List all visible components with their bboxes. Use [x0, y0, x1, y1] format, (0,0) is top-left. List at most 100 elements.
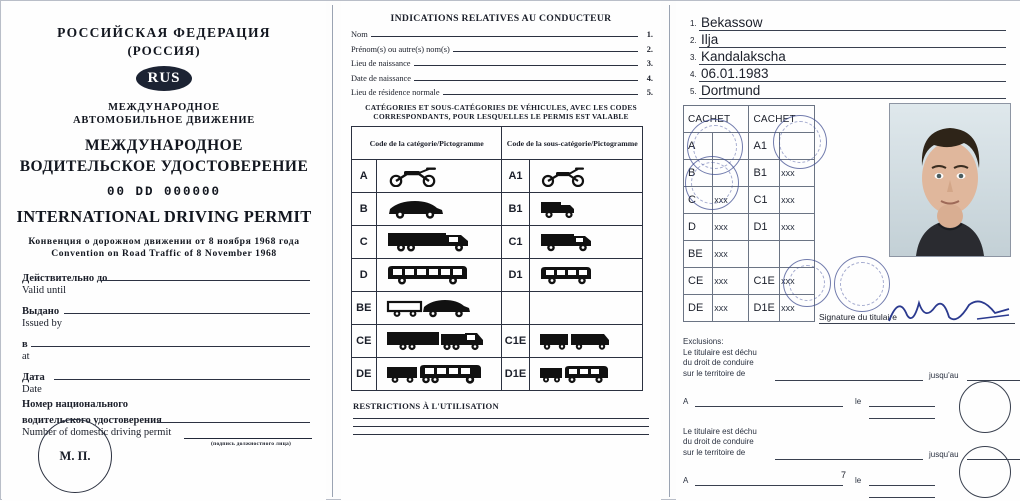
cachet-mark: xxx [712, 240, 750, 268]
subcategory-code: B1 [501, 192, 530, 226]
cachet-code: C [682, 186, 714, 214]
exclusions-b2-line2: du droit de conduire [683, 437, 754, 446]
restriction-line[interactable] [353, 434, 649, 435]
holder-rule [699, 47, 1006, 48]
holder-row-firstname[interactable]: 2. Ilja [690, 32, 1006, 49]
cachet-code: B [682, 159, 714, 187]
exclusion-date-line-3[interactable] [869, 484, 935, 486]
category-code: B [351, 192, 377, 226]
cachet-submark: xxx [779, 213, 815, 241]
truck-icon [375, 225, 503, 259]
restriction-line[interactable] [353, 426, 649, 427]
field-valid-until[interactable]: Действительно до Valid until [22, 268, 310, 296]
field-at[interactable]: в at [22, 334, 310, 362]
exclusion-date-line-2[interactable] [869, 417, 935, 419]
cachet-mark [712, 132, 750, 160]
exclusions-b1-line2: du droit de conduire [683, 358, 754, 367]
header-category: Code de la catégorie/Pictogramme [350, 126, 503, 160]
exclusions-le-label-2: le [855, 475, 862, 485]
permit-number-label-ru-2: водительского удостоверения [22, 415, 162, 426]
field-number: 3. [646, 59, 653, 68]
permit-title-line1: МЕЖДУНАРОДНОЕ [84, 137, 244, 154]
cachet-subcode: A1 [748, 132, 781, 160]
cachet-subcode: D1E [748, 294, 781, 322]
exclusions-section: Exclusions: Le titulaire est déchu du dr… [683, 337, 1020, 500]
table-row: C C1 [351, 225, 644, 259]
holder-value: Kandalakscha [701, 49, 786, 64]
exclusion-date-line-4[interactable] [869, 496, 935, 498]
field-issued-by[interactable]: Выдано Issued by [22, 301, 310, 329]
driver-field-nom[interactable]: Nom 1. [351, 30, 653, 39]
field-label-ru: Действительно до [22, 273, 108, 284]
holder-signature-line[interactable] [819, 323, 1015, 324]
driver-fields: Nom 1. Prénom(s) ou autre(s) nom(s) 2. L… [351, 30, 653, 97]
cachet-submark [779, 132, 815, 160]
holder-number: 2. [690, 36, 697, 45]
field-label-en: Valid until [22, 285, 67, 296]
convention-line-en: Convention on Road Traffic of 8 November… [51, 247, 277, 259]
holder-rule [699, 30, 1006, 31]
country-name-line1: РОССИЙСКАЯ ФЕДЕРАЦИЯ [57, 25, 271, 40]
holder-row-birthplace[interactable]: 3. Kandalakscha [690, 49, 1006, 66]
category-code: BE [351, 291, 377, 325]
exclusion-a-line[interactable] [695, 405, 843, 407]
exclusion-date-line[interactable] [869, 405, 935, 407]
table-row: CE C1E [351, 324, 644, 358]
field-label-ru: Дата [22, 372, 45, 383]
panel-divider-right [669, 5, 670, 497]
holder-value: Bekassow [701, 15, 763, 30]
official-signature-line[interactable] [184, 438, 312, 439]
cachet-code: D [682, 213, 714, 241]
holder-row-surname[interactable]: 1. Bekassow [690, 15, 1006, 32]
exclusions-b2-line3: sur le territoire de [683, 447, 746, 457]
cachet-table: CACHET CACHET A A1 B B1 xxx C xxx C1 xxx… [682, 105, 815, 322]
truck-trailer-icon [375, 324, 503, 358]
subtitle-line2: АВТОМОБИЛЬНОЕ ДВИЖЕНИЕ [73, 115, 255, 126]
field-rule [442, 94, 638, 95]
rus-emblem-icon: RUS [136, 66, 192, 91]
exclusion-a-line-2[interactable] [695, 484, 843, 486]
restriction-line[interactable] [353, 418, 649, 419]
cachet-mark: xxx [712, 213, 750, 241]
driver-field-lieu-naissance[interactable]: Lieu de naissance 3. [351, 59, 653, 68]
category-code: DE [351, 357, 377, 391]
bus-icon [375, 258, 503, 292]
exclusions-b1-line1: Le titulaire est déchu [683, 347, 757, 357]
holder-rule [699, 81, 1006, 82]
exclusion-stamp-circle [959, 446, 1011, 498]
field-date[interactable]: Дата Date [22, 367, 310, 395]
field-rule [414, 79, 638, 81]
field-label: Lieu de naissance [351, 59, 411, 68]
exclusion-until-line[interactable] [967, 379, 1020, 381]
cachet-submark: xxx [779, 294, 815, 322]
cachet-subcode: D1 [748, 213, 781, 241]
exclusions-heading: Exclusions: [683, 337, 724, 346]
exclusion-territory-line-2[interactable] [775, 458, 923, 460]
restrictions-heading: RESTRICTIONS À L'UTILISATION [353, 401, 499, 411]
cachet-code: BE [682, 240, 714, 268]
exclusions-a-label: A [683, 396, 689, 406]
cachet-header-right: CACHET [748, 105, 815, 133]
field-label-ru: в [22, 339, 28, 350]
exclusions-b2-line1: Le titulaire est déchu [683, 426, 757, 436]
field-number: 2. [646, 44, 653, 54]
holder-rule [699, 98, 1006, 99]
cachet-header-left: CACHET [682, 105, 750, 133]
driver-field-date-naissance[interactable]: Date de naissance 4. [351, 74, 653, 83]
driver-indications-heading: INDICATIONS RELATIVES AU CONDUCTEUR [390, 13, 612, 24]
exclusion-territory-line[interactable] [775, 379, 923, 381]
driver-field-prenom[interactable]: Prénom(s) ou autre(s) nom(s) 2. [351, 45, 653, 54]
holder-row-residence[interactable]: 5. Dortmund [690, 83, 1006, 100]
holder-row-birthdate[interactable]: 4. 06.01.1983 [690, 66, 1006, 83]
holder-signature-caption: Signature du titulaire [819, 312, 897, 322]
category-code: D [351, 258, 377, 292]
table-row: D D1 [351, 258, 644, 292]
table-row: A A1 [351, 159, 644, 193]
driver-field-residence[interactable]: Lieu de résidence normale 5. [351, 88, 653, 97]
table-row: B B1 [351, 192, 644, 226]
table-row: C xxx C1 xxx [682, 186, 815, 214]
field-label-en: Issued by [22, 318, 62, 329]
subcategory-code: D1E [501, 357, 530, 391]
field-number: 1. [646, 30, 653, 39]
